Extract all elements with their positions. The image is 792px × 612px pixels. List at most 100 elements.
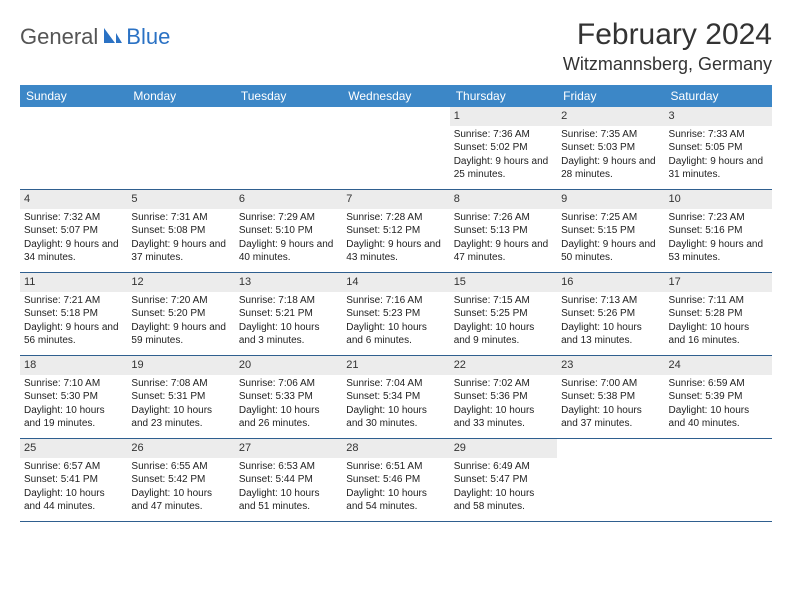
day-details: Sunrise: 7:08 AMSunset: 5:31 PMDaylight:… <box>127 375 234 435</box>
day-cell: 24Sunrise: 6:59 AMSunset: 5:39 PMDayligh… <box>665 356 772 438</box>
day-number: 27 <box>235 439 342 458</box>
sunset-line: Sunset: 5:25 PM <box>454 307 553 321</box>
day-cell: 19Sunrise: 7:08 AMSunset: 5:31 PMDayligh… <box>127 356 234 438</box>
daylight-line: Daylight: 9 hours and 43 minutes. <box>346 238 445 265</box>
day-details: Sunrise: 7:10 AMSunset: 5:30 PMDaylight:… <box>20 375 127 435</box>
day-cell: 27Sunrise: 6:53 AMSunset: 5:44 PMDayligh… <box>235 439 342 521</box>
daylight-line: Daylight: 10 hours and 54 minutes. <box>346 487 445 514</box>
day-number: 5 <box>127 190 234 209</box>
day-number: 6 <box>235 190 342 209</box>
day-number: 25 <box>20 439 127 458</box>
sunrise-line: Sunrise: 6:55 AM <box>131 460 230 474</box>
day-number: 11 <box>20 273 127 292</box>
sunrise-line: Sunrise: 7:21 AM <box>24 294 123 308</box>
day-details: Sunrise: 7:20 AMSunset: 5:20 PMDaylight:… <box>127 292 234 352</box>
day-details: Sunrise: 7:02 AMSunset: 5:36 PMDaylight:… <box>450 375 557 435</box>
sunset-line: Sunset: 5:23 PM <box>346 307 445 321</box>
daylight-line: Daylight: 9 hours and 37 minutes. <box>131 238 230 265</box>
sunset-line: Sunset: 5:20 PM <box>131 307 230 321</box>
day-details: Sunrise: 7:29 AMSunset: 5:10 PMDaylight:… <box>235 209 342 269</box>
day-number: 23 <box>557 356 664 375</box>
daylight-line: Daylight: 10 hours and 26 minutes. <box>239 404 338 431</box>
day-details: Sunrise: 7:33 AMSunset: 5:05 PMDaylight:… <box>665 126 772 186</box>
week-row: 25Sunrise: 6:57 AMSunset: 5:41 PMDayligh… <box>20 439 772 522</box>
day-cell: 21Sunrise: 7:04 AMSunset: 5:34 PMDayligh… <box>342 356 449 438</box>
day-details: Sunrise: 7:36 AMSunset: 5:02 PMDaylight:… <box>450 126 557 186</box>
day-cell: 29Sunrise: 6:49 AMSunset: 5:47 PMDayligh… <box>450 439 557 521</box>
day-cell: 3Sunrise: 7:33 AMSunset: 5:05 PMDaylight… <box>665 107 772 189</box>
sunset-line: Sunset: 5:34 PM <box>346 390 445 404</box>
daylight-line: Daylight: 10 hours and 58 minutes. <box>454 487 553 514</box>
day-details: Sunrise: 7:04 AMSunset: 5:34 PMDaylight:… <box>342 375 449 435</box>
day-cell: . <box>557 439 664 521</box>
day-details: Sunrise: 6:49 AMSunset: 5:47 PMDaylight:… <box>450 458 557 518</box>
page-title: February 2024 <box>563 18 772 52</box>
sunrise-line: Sunrise: 7:04 AM <box>346 377 445 391</box>
header: General Blue February 2024 Witzmannsberg… <box>20 18 772 75</box>
daylight-line: Daylight: 9 hours and 56 minutes. <box>24 321 123 348</box>
day-cell: 22Sunrise: 7:02 AMSunset: 5:36 PMDayligh… <box>450 356 557 438</box>
daylight-line: Daylight: 10 hours and 9 minutes. <box>454 321 553 348</box>
daylight-line: Daylight: 10 hours and 23 minutes. <box>131 404 230 431</box>
week-row: 11Sunrise: 7:21 AMSunset: 5:18 PMDayligh… <box>20 273 772 356</box>
day-number: 22 <box>450 356 557 375</box>
weekday-header: Sunday <box>20 85 127 107</box>
day-details: Sunrise: 7:23 AMSunset: 5:16 PMDaylight:… <box>665 209 772 269</box>
logo-text-general: General <box>20 24 98 50</box>
day-details: Sunrise: 7:13 AMSunset: 5:26 PMDaylight:… <box>557 292 664 352</box>
week-row: 18Sunrise: 7:10 AMSunset: 5:30 PMDayligh… <box>20 356 772 439</box>
logo-text-blue: Blue <box>126 24 170 50</box>
day-details: Sunrise: 6:55 AMSunset: 5:42 PMDaylight:… <box>127 458 234 518</box>
day-number: 4 <box>20 190 127 209</box>
day-cell: 5Sunrise: 7:31 AMSunset: 5:08 PMDaylight… <box>127 190 234 272</box>
sunrise-line: Sunrise: 7:32 AM <box>24 211 123 225</box>
sunset-line: Sunset: 5:12 PM <box>346 224 445 238</box>
day-number: 7 <box>342 190 449 209</box>
day-number: 14 <box>342 273 449 292</box>
daylight-line: Daylight: 10 hours and 33 minutes. <box>454 404 553 431</box>
sunset-line: Sunset: 5:10 PM <box>239 224 338 238</box>
daylight-line: Daylight: 9 hours and 53 minutes. <box>669 238 768 265</box>
sunset-line: Sunset: 5:21 PM <box>239 307 338 321</box>
sunrise-line: Sunrise: 7:15 AM <box>454 294 553 308</box>
day-details: Sunrise: 7:15 AMSunset: 5:25 PMDaylight:… <box>450 292 557 352</box>
logo: General Blue <box>20 18 170 50</box>
day-number: 2 <box>557 107 664 126</box>
day-cell: 9Sunrise: 7:25 AMSunset: 5:15 PMDaylight… <box>557 190 664 272</box>
day-cell: 17Sunrise: 7:11 AMSunset: 5:28 PMDayligh… <box>665 273 772 355</box>
daylight-line: Daylight: 9 hours and 40 minutes. <box>239 238 338 265</box>
day-cell: 2Sunrise: 7:35 AMSunset: 5:03 PMDaylight… <box>557 107 664 189</box>
sunrise-line: Sunrise: 7:13 AM <box>561 294 660 308</box>
sunrise-line: Sunrise: 7:18 AM <box>239 294 338 308</box>
calendar: SundayMondayTuesdayWednesdayThursdayFrid… <box>20 85 772 522</box>
day-details: Sunrise: 7:11 AMSunset: 5:28 PMDaylight:… <box>665 292 772 352</box>
day-number: 13 <box>235 273 342 292</box>
daylight-line: Daylight: 10 hours and 44 minutes. <box>24 487 123 514</box>
day-number: 16 <box>557 273 664 292</box>
day-number: 26 <box>127 439 234 458</box>
day-number: 17 <box>665 273 772 292</box>
sunset-line: Sunset: 5:30 PM <box>24 390 123 404</box>
sunset-line: Sunset: 5:07 PM <box>24 224 123 238</box>
sunrise-line: Sunrise: 7:28 AM <box>346 211 445 225</box>
weekday-header: Tuesday <box>235 85 342 107</box>
sunset-line: Sunset: 5:31 PM <box>131 390 230 404</box>
day-cell: 23Sunrise: 7:00 AMSunset: 5:38 PMDayligh… <box>557 356 664 438</box>
day-number: 3 <box>665 107 772 126</box>
day-details: Sunrise: 7:06 AMSunset: 5:33 PMDaylight:… <box>235 375 342 435</box>
day-number: 12 <box>127 273 234 292</box>
sunset-line: Sunset: 5:02 PM <box>454 141 553 155</box>
day-details: Sunrise: 7:25 AMSunset: 5:15 PMDaylight:… <box>557 209 664 269</box>
weekday-header: Friday <box>557 85 664 107</box>
sunset-line: Sunset: 5:36 PM <box>454 390 553 404</box>
week-row: 4Sunrise: 7:32 AMSunset: 5:07 PMDaylight… <box>20 190 772 273</box>
sunset-line: Sunset: 5:42 PM <box>131 473 230 487</box>
sunset-line: Sunset: 5:08 PM <box>131 224 230 238</box>
day-cell: 10Sunrise: 7:23 AMSunset: 5:16 PMDayligh… <box>665 190 772 272</box>
day-number: 15 <box>450 273 557 292</box>
day-details: Sunrise: 6:51 AMSunset: 5:46 PMDaylight:… <box>342 458 449 518</box>
sunset-line: Sunset: 5:26 PM <box>561 307 660 321</box>
daylight-line: Daylight: 9 hours and 34 minutes. <box>24 238 123 265</box>
day-details: Sunrise: 6:53 AMSunset: 5:44 PMDaylight:… <box>235 458 342 518</box>
day-details: Sunrise: 7:26 AMSunset: 5:13 PMDaylight:… <box>450 209 557 269</box>
